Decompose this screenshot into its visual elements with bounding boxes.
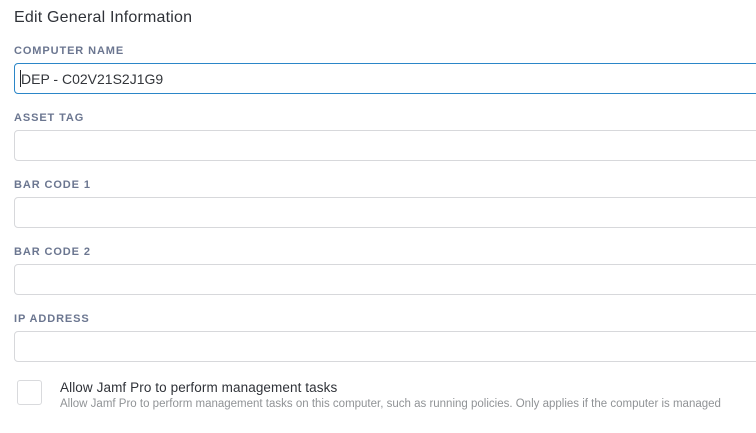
management-tasks-description: Allow Jamf Pro to perform management tas… — [60, 398, 721, 410]
asset-tag-input[interactable] — [14, 130, 756, 161]
bar-code-2-input[interactable] — [14, 264, 756, 295]
bar-code-1-input-wrap — [14, 197, 756, 228]
management-tasks-row: Allow Jamf Pro to perform management tas… — [17, 380, 756, 411]
page-title: Edit General Information — [14, 9, 193, 26]
bar-code-2-label: BAR CODE 2 — [14, 246, 91, 258]
field-group-computer-name: COMPUTER NAME — [14, 45, 756, 94]
field-group-bar-code-1: BAR CODE 1 — [14, 179, 756, 228]
ip-address-label: IP ADDRESS — [14, 313, 90, 325]
bar-code-1-label: BAR CODE 1 — [14, 179, 91, 191]
asset-tag-input-wrap — [14, 130, 756, 161]
bar-code-1-input[interactable] — [14, 197, 756, 228]
computer-name-input[interactable] — [14, 63, 756, 94]
text-caret — [20, 70, 21, 87]
management-tasks-label[interactable]: Allow Jamf Pro to perform management tas… — [60, 380, 338, 395]
general-information-form: COMPUTER NAME ASSET TAG BAR CODE 1 BAR C… — [14, 45, 756, 411]
asset-tag-label: ASSET TAG — [14, 112, 85, 124]
edit-general-information-panel: Edit General Information COMPUTER NAME A… — [14, 9, 756, 411]
bar-code-2-input-wrap — [14, 264, 756, 295]
field-group-asset-tag: ASSET TAG — [14, 112, 756, 161]
computer-name-label: COMPUTER NAME — [14, 45, 125, 57]
field-group-ip-address: IP ADDRESS — [14, 313, 756, 362]
management-tasks-text: Allow Jamf Pro to perform management tas… — [60, 380, 721, 411]
ip-address-input-wrap — [14, 331, 756, 362]
management-tasks-checkbox[interactable] — [17, 380, 42, 405]
ip-address-input[interactable] — [14, 331, 756, 362]
computer-name-input-wrap — [14, 63, 756, 94]
field-group-bar-code-2: BAR CODE 2 — [14, 246, 756, 295]
